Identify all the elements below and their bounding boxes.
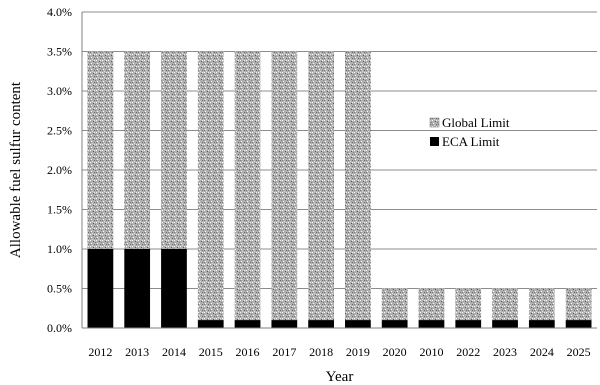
x-tick-label: 2015 [199, 345, 223, 359]
x-tick-label: 2017 [272, 345, 296, 359]
bar-global-limit [418, 288, 445, 321]
y-tick-labels: 0.0% 0.5% 1.0% 1.5% 2.0% 2.5% 3.0% 3.5% 4.0% [47, 5, 72, 335]
y-tick-label: 1.0% [47, 242, 72, 256]
bars [87, 51, 592, 328]
y-axis-title: Allowable fuel sulfur content [8, 81, 24, 258]
bar-eca-limit [381, 320, 408, 328]
bar-global-limit [234, 51, 261, 321]
y-tick-label: 2.5% [47, 124, 72, 138]
bar-global-limit [87, 51, 114, 249]
legend-label: ECA Limit [442, 134, 500, 149]
bar-eca-limit [565, 320, 592, 328]
bar-global-limit [528, 288, 555, 321]
legend-swatch [430, 137, 439, 146]
x-axis-title: Year [326, 369, 354, 385]
bar-global-limit [492, 288, 518, 321]
bar-eca-limit [492, 320, 518, 328]
bar-eca-limit [528, 320, 555, 328]
bar-global-limit [565, 288, 592, 321]
bar-eca-limit [271, 320, 298, 328]
bar-eca-limit [418, 320, 445, 328]
gridlines [82, 11, 597, 329]
bar-eca-limit [124, 249, 151, 328]
x-tick-label: 2022 [456, 345, 480, 359]
bar-eca-limit [234, 320, 261, 328]
bar-global-limit [455, 288, 482, 321]
y-tick-label: 3.0% [47, 84, 72, 98]
x-tick-label: 2014 [162, 345, 186, 359]
bar-eca-limit [345, 320, 371, 328]
bar-global-limit [124, 51, 151, 249]
y-tick-label: 1.5% [47, 203, 72, 217]
bar-global-limit [197, 51, 224, 321]
y-tick-label: 0.5% [47, 282, 72, 296]
legend-label: Global Limit [442, 115, 510, 130]
legend-swatch [429, 117, 440, 128]
x-tick-labels: 2012 2013 2014 2015 2016 2017 2018 2019 2020 2010… [88, 345, 590, 359]
x-tick-label: 2023 [493, 345, 517, 359]
x-tick-label: 2025 [567, 345, 591, 359]
bar-eca-limit [308, 320, 334, 328]
bar-eca-limit [197, 320, 224, 328]
bar-eca-limit [161, 249, 187, 328]
y-tick-label: 0.0% [47, 321, 72, 335]
x-tick-label: 2018 [309, 345, 333, 359]
y-tick-label: 2.0% [47, 163, 72, 177]
bar-eca-limit [87, 249, 114, 328]
x-tick-label: 2019 [346, 345, 370, 359]
bar-global-limit [381, 288, 408, 321]
x-tick-label: 2020 [383, 345, 407, 359]
axes [81, 12, 597, 329]
y-tick-label: 4.0% [47, 5, 72, 19]
bar-global-limit [345, 51, 371, 321]
legend: Global Limit ECA Limit [429, 115, 510, 149]
x-tick-label: 2024 [530, 345, 554, 359]
y-tick-label: 3.5% [47, 45, 72, 59]
x-tick-label: 2012 [88, 345, 112, 359]
x-tick-label: 2010 [419, 345, 443, 359]
bar-global-limit [161, 51, 187, 249]
bar-global-limit [308, 51, 334, 321]
bar-global-limit [271, 51, 298, 321]
x-tick-label: 2016 [236, 345, 260, 359]
x-tick-label: 2013 [125, 345, 149, 359]
bar-eca-limit [455, 320, 482, 328]
